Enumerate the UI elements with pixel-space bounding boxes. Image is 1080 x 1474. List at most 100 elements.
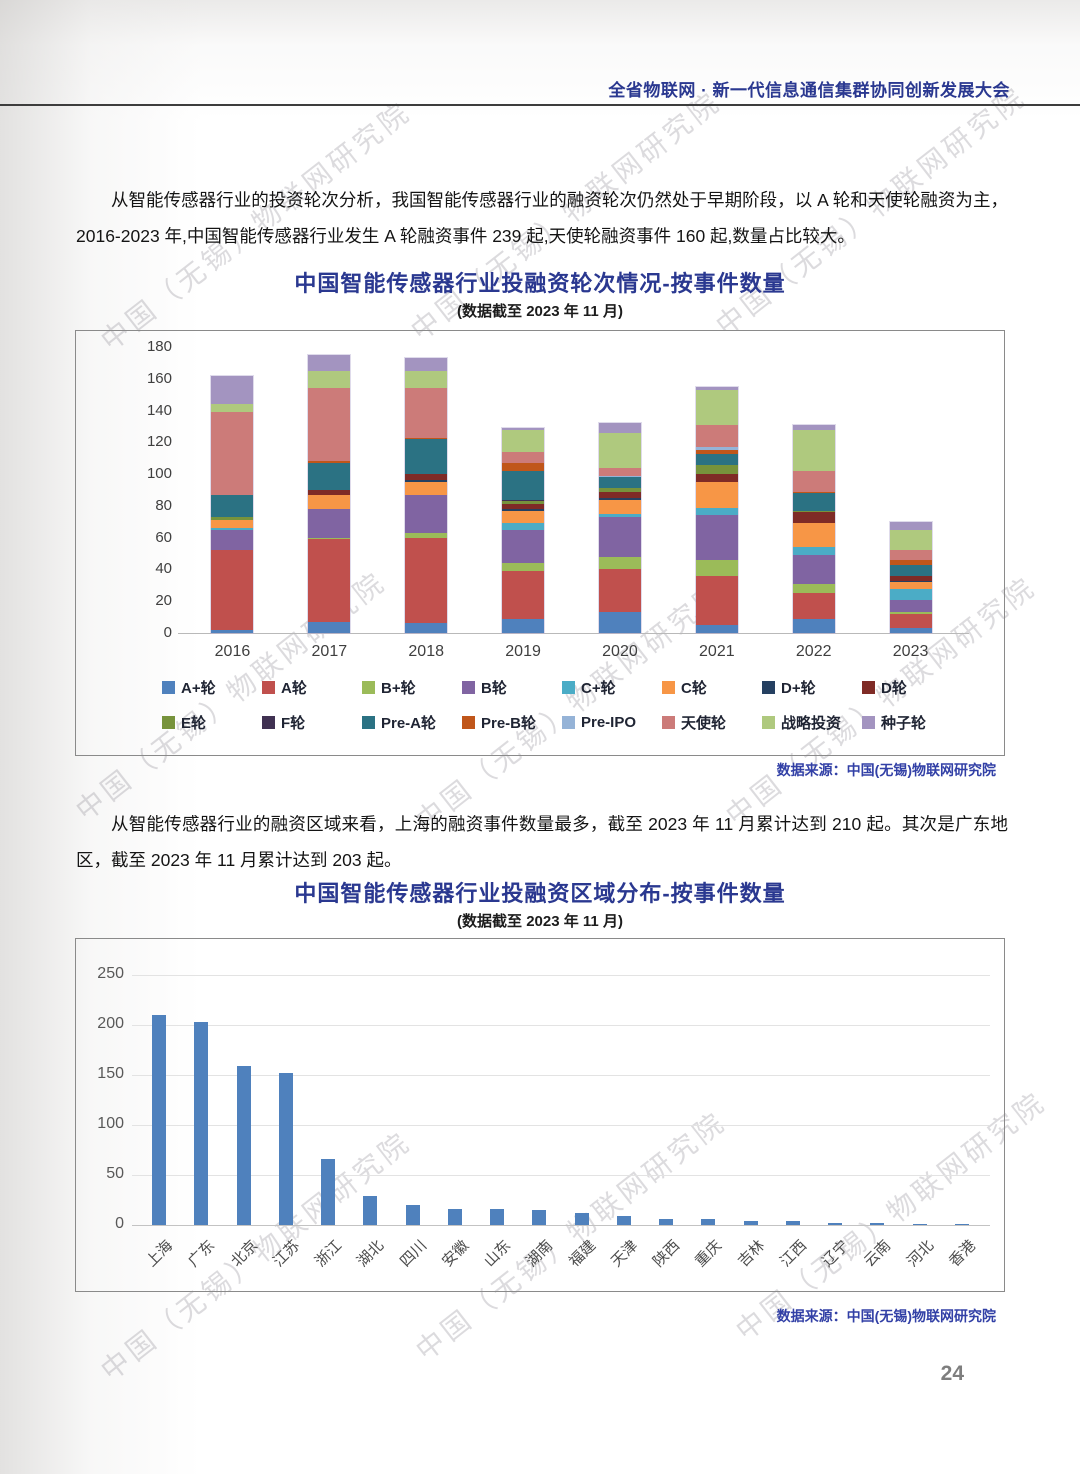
- data-source-note: 数据来源：中国(无锡)物联网研究院: [776, 1308, 996, 1324]
- segment-天使轮: [405, 388, 448, 438]
- header-divider: [0, 104, 1080, 106]
- legend-label: Pre-IPO: [581, 714, 637, 731]
- segment-A+轮: [792, 618, 835, 633]
- x-axis-label-2023: 2023: [892, 643, 929, 660]
- bar-河北: [912, 1224, 927, 1225]
- segment-Pre-A轮: [792, 493, 835, 511]
- segment-E轮: [211, 517, 254, 521]
- y-axis-tick: 150: [97, 1065, 124, 1082]
- bar-陕西: [659, 1219, 674, 1225]
- segment-Pre-A轮: [695, 453, 738, 465]
- legend-swatch: [662, 716, 675, 729]
- segment-种子轮: [502, 428, 545, 430]
- segment-B轮: [405, 494, 448, 533]
- segment-A+轮: [695, 625, 738, 633]
- bar-吉林: [743, 1221, 758, 1225]
- segment-Pre-B轮: [695, 450, 738, 454]
- segment-天使轮: [308, 388, 351, 462]
- x-axis-label-2022: 2022: [795, 643, 832, 660]
- segment-A+轮: [405, 623, 448, 633]
- segment-种子轮: [695, 386, 738, 390]
- x-axis-label-2019: 2019: [505, 643, 541, 660]
- chart2-subtitle: (数据截至 2023 年 11 月): [457, 913, 623, 930]
- legend-swatch: [162, 681, 175, 694]
- x-axis-label-text: 天津: [607, 1237, 642, 1271]
- segment-Pre-A轮: [211, 494, 254, 518]
- x-axis-label-text: 辽宁: [819, 1237, 853, 1271]
- x-axis-label-text: 江苏: [269, 1237, 304, 1271]
- legend-label: Pre-A轮: [381, 715, 437, 732]
- y-axis-tick: 20: [155, 592, 172, 610]
- x-axis-label-text: 北京: [227, 1237, 261, 1271]
- segment-B+轮: [889, 612, 932, 614]
- legend-swatch: [362, 716, 375, 729]
- segment-D+轮: [889, 580, 932, 583]
- legend-label: B轮: [481, 680, 507, 697]
- segment-C轮: [695, 482, 738, 508]
- segment-C+轮: [211, 528, 254, 530]
- legend-swatch: [562, 681, 575, 694]
- segment-C轮: [405, 482, 448, 495]
- page-number: 24: [940, 1362, 964, 1385]
- segment-C+轮: [502, 523, 545, 530]
- segment-B+轮: [598, 556, 641, 570]
- chart1-subtitle: (数据截至 2023 年 11 月): [457, 303, 623, 320]
- legend-label: 种子轮: [881, 715, 927, 732]
- segment-A轮: [792, 593, 835, 619]
- x-axis-label-text: 云南: [861, 1237, 895, 1271]
- segment-Pre-B轮: [792, 491, 835, 494]
- y-axis-tick: 250: [97, 965, 124, 982]
- segment-Pre-A轮: [405, 439, 448, 475]
- bar-云南: [870, 1223, 885, 1225]
- segment-B轮: [211, 529, 254, 551]
- segment-A轮: [308, 539, 351, 622]
- segment-战略投资: [598, 432, 641, 468]
- grid-line: [132, 1225, 990, 1226]
- legend-item-Pre-IPO: Pre-IPO: [562, 712, 662, 733]
- segment-天使轮: [598, 467, 641, 476]
- segment-种子轮: [792, 424, 835, 430]
- bar-北京: [236, 1066, 251, 1225]
- segment-种子轮: [889, 521, 932, 530]
- segment-Pre-A轮: [308, 463, 351, 491]
- legend-label: A+轮: [181, 680, 216, 697]
- stacked-bar-2018: [405, 358, 448, 633]
- legend-item-C轮: C轮: [662, 677, 762, 698]
- segment-B+轮: [308, 537, 351, 540]
- legend-swatch: [862, 681, 875, 694]
- segment-D轮: [695, 474, 738, 483]
- segment-种子轮: [598, 423, 641, 433]
- x-axis-label-text: 陕西: [650, 1237, 684, 1271]
- legend-item-Pre-A轮: Pre-A轮: [362, 712, 462, 733]
- segment-Pre-A轮: [889, 564, 932, 576]
- segment-E轮: [695, 464, 738, 475]
- legend-swatch: [162, 716, 175, 729]
- segment-战略投资: [211, 404, 254, 413]
- legend-label: A轮: [281, 680, 307, 697]
- segment-Pre-B轮: [308, 461, 351, 464]
- segment-A轮: [695, 575, 738, 626]
- segment-D+轮: [502, 509, 545, 511]
- bar-四川: [405, 1205, 420, 1225]
- segment-战略投资: [695, 389, 738, 425]
- segment-种子轮: [211, 375, 254, 405]
- legend-swatch: [662, 681, 675, 694]
- segment-B+轮: [502, 563, 545, 572]
- x-axis-label-text: 广东: [185, 1237, 219, 1271]
- bar-福建: [574, 1213, 589, 1225]
- segment-D轮: [502, 504, 545, 510]
- y-axis-tick: 50: [106, 1165, 124, 1182]
- segment-战略投资: [792, 429, 835, 471]
- legend-swatch: [762, 716, 775, 729]
- segment-Pre-IPO: [695, 447, 738, 451]
- segment-B+轮: [405, 532, 448, 538]
- legend-swatch: [462, 716, 475, 729]
- grid-line: [132, 1025, 990, 1026]
- segment-C+轮: [792, 547, 835, 556]
- segment-A+轮: [889, 628, 932, 633]
- paragraph-investment-rounds: 从智能传感器行业的投资轮次分析，我国智能传感器行业的融资轮次仍然处于早期阶段，以…: [76, 190, 1008, 247]
- legend-item-A轮: A轮: [262, 677, 362, 698]
- y-axis-tick: 60: [155, 528, 172, 546]
- segment-天使轮: [792, 471, 835, 492]
- y-axis-tick: 120: [146, 433, 172, 451]
